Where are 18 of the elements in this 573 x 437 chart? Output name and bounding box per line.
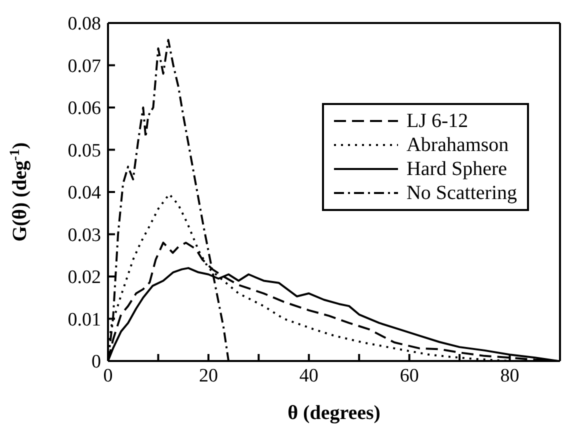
y-tick-label: 0.05	[68, 140, 101, 162]
x-axis-title: θ (degrees)	[288, 402, 380, 424]
y-tick-label: 0.07	[68, 56, 101, 77]
x-tick-label: 40	[299, 365, 318, 386]
legend-label: Abrahamson	[406, 133, 509, 157]
y-tick-label: 0.02	[68, 267, 101, 288]
y-tick-label: 0.01	[68, 309, 101, 330]
legend-label: Hard Sphere	[406, 157, 507, 181]
x-tick-label: 20	[198, 365, 218, 386]
x-tick-label: 60	[400, 365, 419, 386]
legend-label: No Scattering	[406, 181, 517, 205]
y-tick-label: 0.08	[68, 14, 101, 35]
y-tick-label: 0.06	[68, 98, 101, 120]
legend-label: LJ 6-12	[406, 109, 468, 133]
y-tick-label: 0.03	[68, 224, 101, 246]
y-tick-label: 0	[92, 352, 101, 373]
x-tick-label: 80	[500, 365, 520, 386]
y-tick-label: 0.04	[68, 182, 102, 204]
